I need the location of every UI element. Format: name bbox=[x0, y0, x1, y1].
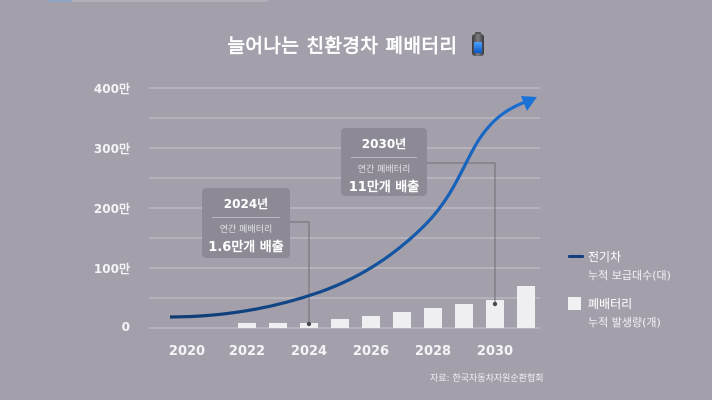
x-tick-2026: 2026 bbox=[352, 344, 390, 359]
callout-2024-value: 1.6만개 배출 bbox=[208, 240, 284, 255]
callout-2030-value: 11만개 배출 bbox=[348, 180, 420, 195]
bar-2029 bbox=[455, 304, 473, 328]
y-tick-400: 400만 bbox=[93, 82, 130, 96]
x-tick-2020: 2020 bbox=[168, 344, 206, 359]
arrow-head-icon bbox=[521, 96, 537, 111]
callout-connectors bbox=[290, 162, 496, 324]
x-tick-2024: 2024 bbox=[290, 344, 328, 359]
bar-2025 bbox=[331, 319, 349, 328]
bar-2022 bbox=[238, 323, 256, 328]
battery-bars bbox=[238, 286, 535, 328]
ev-line bbox=[169, 100, 526, 319]
callout-2024: 2024년 연간 폐배터리 1.6만개 배출 bbox=[202, 188, 290, 258]
chart-title: 늘어나는 친환경차 폐배터리 bbox=[0, 31, 712, 58]
legend-ev-swatch bbox=[568, 255, 584, 258]
x-tick-2022: 2022 bbox=[228, 344, 266, 359]
top-progress-fill bbox=[48, 0, 72, 2]
y-tick-200: 200만 bbox=[93, 202, 130, 216]
callout-2030-divider bbox=[351, 157, 417, 158]
legend-ev-sub: 누적 보급대수(대) bbox=[588, 269, 671, 282]
bar-2026 bbox=[362, 316, 380, 328]
y-tick-0: 0 bbox=[121, 320, 130, 334]
legend-ev-label: 전기차 bbox=[588, 250, 622, 264]
battery-icon bbox=[471, 32, 484, 56]
callout-2030: 2030년 연간 폐배터리 11만개 배출 bbox=[341, 128, 427, 196]
connector-dot-2024 bbox=[306, 321, 312, 327]
y-tick-100: 100만 bbox=[93, 262, 130, 276]
top-progress-bar bbox=[48, 0, 268, 2]
connector-dot-2030 bbox=[492, 301, 498, 307]
bar-2027 bbox=[393, 312, 411, 328]
callout-2024-year: 2024년 bbox=[223, 197, 269, 211]
bar-2028 bbox=[424, 308, 442, 328]
chart-title-text: 늘어나는 친환경차 폐배터리 bbox=[227, 35, 458, 57]
legend-battery: 폐배터리 누적 발생량(개) bbox=[568, 296, 661, 331]
legend-ev: 전기차 누적 보급대수(대) bbox=[568, 249, 671, 284]
bar-2030 bbox=[486, 300, 504, 328]
legend-battery-swatch bbox=[568, 297, 581, 310]
y-tick-300: 300만 bbox=[93, 142, 130, 156]
source-note: 자료: 한국자동차자원순환협회 bbox=[430, 374, 544, 384]
callout-2030-sub: 연간 폐배터리 bbox=[357, 165, 411, 175]
legend-battery-sub: 누적 발생량(개) bbox=[588, 316, 661, 329]
x-tick-2028: 2028 bbox=[414, 344, 452, 359]
callout-2024-divider bbox=[212, 217, 280, 218]
legend-battery-label: 폐배터리 bbox=[588, 297, 633, 311]
callout-2024-sub: 연간 폐배터리 bbox=[219, 225, 273, 235]
bar-2023 bbox=[269, 323, 287, 328]
callout-2030-year: 2030년 bbox=[361, 137, 407, 151]
bar-2031 bbox=[517, 286, 535, 328]
x-tick-2030: 2030 bbox=[476, 344, 514, 359]
